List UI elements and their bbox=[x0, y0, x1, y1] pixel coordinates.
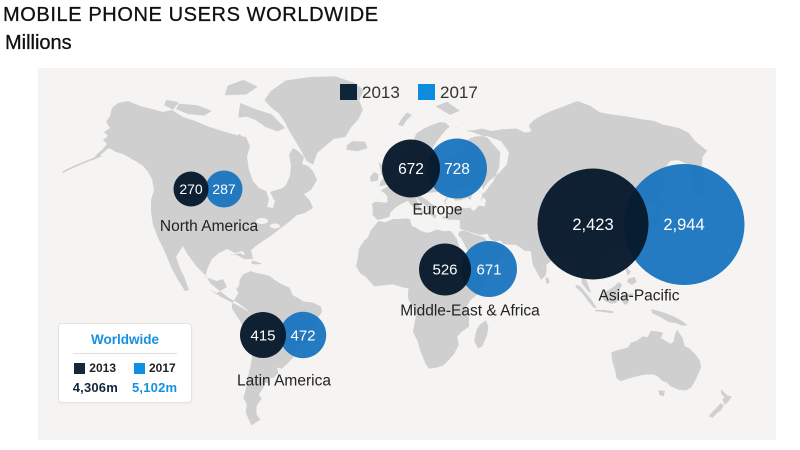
svg-text:Middle-East & Africa: Middle-East & Africa bbox=[400, 303, 540, 320]
svg-text:270: 270 bbox=[179, 181, 203, 197]
svg-text:671: 671 bbox=[476, 262, 501, 279]
svg-text:North America: North America bbox=[160, 218, 259, 235]
svg-text:415: 415 bbox=[250, 328, 275, 345]
svg-text:Latin America: Latin America bbox=[237, 373, 331, 390]
svg-text:2017: 2017 bbox=[440, 83, 478, 102]
svg-text:2,944: 2,944 bbox=[663, 216, 704, 234]
svg-text:672: 672 bbox=[398, 161, 424, 178]
svg-text:2,423: 2,423 bbox=[572, 216, 613, 234]
svg-text:Europe: Europe bbox=[413, 202, 463, 219]
svg-text:287: 287 bbox=[212, 181, 236, 197]
svg-text:Asia-Pacific: Asia-Pacific bbox=[599, 288, 680, 305]
svg-text:728: 728 bbox=[444, 161, 470, 178]
svg-text:2013: 2013 bbox=[362, 83, 400, 102]
svg-text:472: 472 bbox=[290, 328, 315, 345]
svg-text:526: 526 bbox=[432, 262, 457, 279]
